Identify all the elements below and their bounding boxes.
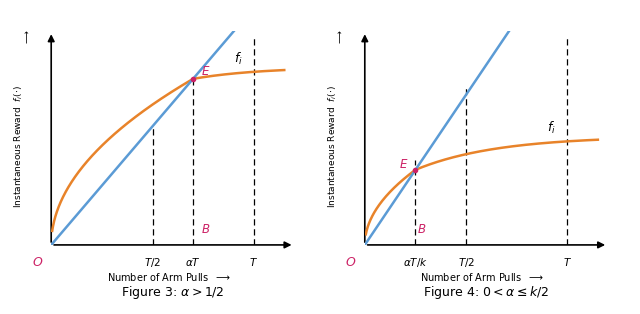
Text: Instantaneous Reward  $f_i(\cdot)$: Instantaneous Reward $f_i(\cdot)$ (13, 84, 25, 208)
Text: $O$: $O$ (32, 256, 43, 269)
Text: $T/2$: $T/2$ (144, 256, 161, 269)
Text: Number of Arm Pulls  $\longrightarrow$: Number of Arm Pulls $\longrightarrow$ (107, 271, 231, 283)
Text: Figure 3: $\alpha > 1/2$: Figure 3: $\alpha > 1/2$ (121, 284, 225, 301)
Text: $B$: $B$ (417, 223, 427, 236)
Text: Figure 4: $0 < \alpha \leq k/2$: Figure 4: $0 < \alpha \leq k/2$ (424, 284, 549, 301)
Text: $E$: $E$ (201, 65, 211, 78)
Text: Instantaneous Reward  $f_i(\cdot)$: Instantaneous Reward $f_i(\cdot)$ (326, 84, 339, 208)
Text: $f_i$: $f_i$ (234, 51, 243, 67)
Text: $\alpha T/k$: $\alpha T/k$ (403, 256, 428, 269)
Text: Number of Arm Pulls  $\longrightarrow$: Number of Arm Pulls $\longrightarrow$ (420, 271, 545, 283)
Text: $T$: $T$ (563, 256, 572, 268)
Text: $\alpha T$: $\alpha T$ (185, 256, 201, 268)
Text: $\longrightarrow$: $\longrightarrow$ (336, 29, 345, 45)
Text: $\longrightarrow$: $\longrightarrow$ (22, 29, 31, 45)
Text: $T$: $T$ (250, 256, 259, 268)
Text: $O$: $O$ (346, 256, 356, 269)
Text: $T/2$: $T/2$ (458, 256, 475, 269)
Text: $B$: $B$ (201, 223, 211, 236)
Text: $f_i$: $f_i$ (547, 120, 556, 136)
Text: $E$: $E$ (399, 158, 409, 171)
